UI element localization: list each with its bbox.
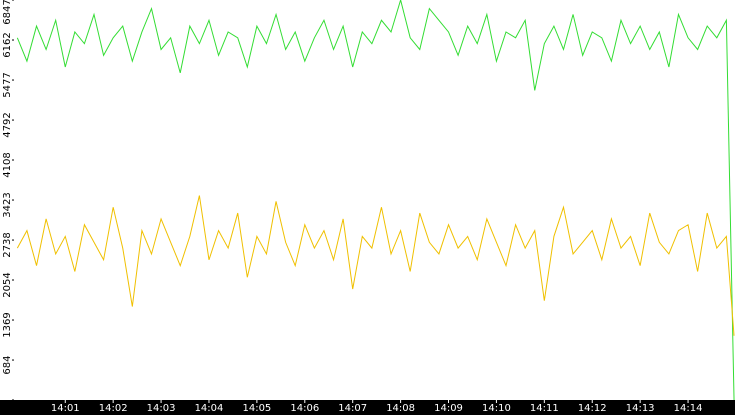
x-tick-label: 14:07 bbox=[338, 403, 367, 414]
x-tick-label: 14:11 bbox=[530, 403, 559, 414]
y-tick-label: 6162 bbox=[2, 32, 13, 57]
x-tick-label: 14:06 bbox=[290, 403, 319, 414]
y-tick-label: 3423 bbox=[2, 192, 13, 217]
y-tick-label: 4108 bbox=[2, 152, 13, 177]
x-tick-label: 14:03 bbox=[147, 403, 176, 414]
y-tick-label: 684 bbox=[2, 355, 13, 374]
y-tick-label: 2738 bbox=[2, 232, 13, 257]
y-tick-label: 6847 bbox=[2, 0, 13, 25]
x-tick-label: 14:12 bbox=[578, 403, 607, 414]
x-tick-label: 14:09 bbox=[434, 403, 463, 414]
series-line bbox=[16, 195, 735, 336]
y-tick-label: 4792 bbox=[2, 112, 13, 137]
x-tick-label: 14:05 bbox=[242, 403, 271, 414]
y-tick-label: 0 bbox=[2, 402, 13, 408]
series-line bbox=[16, 0, 735, 401]
y-tick-label: 1369 bbox=[2, 312, 13, 337]
x-tick-label: 14:08 bbox=[386, 403, 415, 414]
y-tick-label: 5477 bbox=[2, 72, 13, 97]
x-tick-label: 14:10 bbox=[482, 403, 511, 414]
y-tick-label: 2054 bbox=[2, 272, 13, 297]
x-tick-label: 14:02 bbox=[99, 403, 128, 414]
x-tick-label: 14:01 bbox=[51, 403, 80, 414]
x-tick-label: 14:13 bbox=[626, 403, 655, 414]
x-tick-label: 14:14 bbox=[674, 403, 703, 414]
x-tick-label: 14:04 bbox=[195, 403, 224, 414]
x-axis-strip bbox=[0, 400, 735, 415]
